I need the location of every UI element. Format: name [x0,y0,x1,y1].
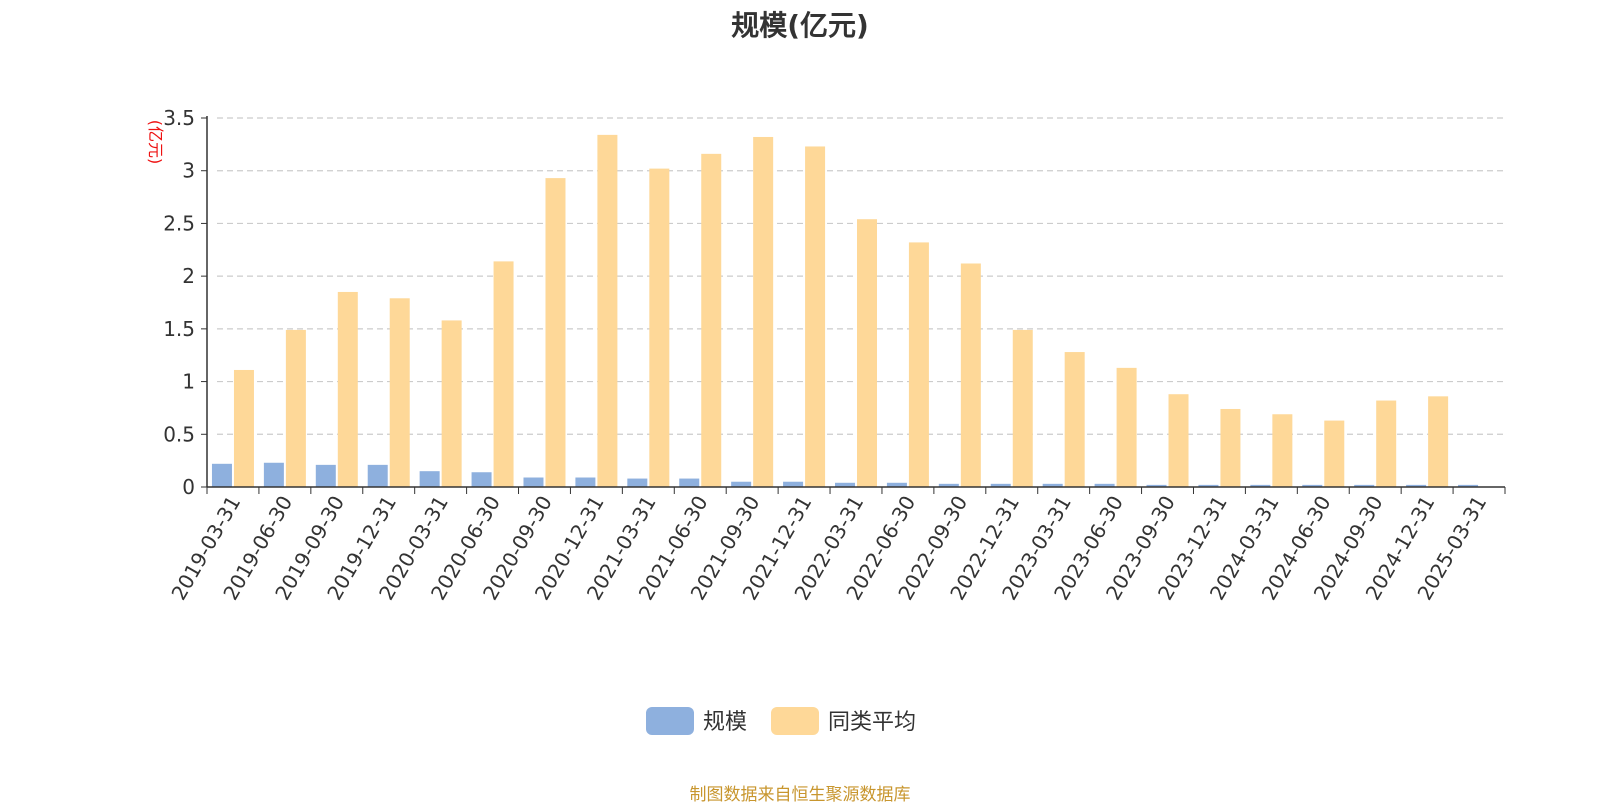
bar-scale [471,472,492,487]
y-tick-label: 2.5 [163,211,195,235]
legend-label: 同类平均 [828,710,916,735]
bar-scale [731,481,752,487]
bar-scale [1406,484,1427,487]
bar-peer-average [597,134,618,487]
bar-scale [835,482,855,487]
bar-peer-average [233,369,254,487]
bar-peer-average [285,329,306,487]
bar-scale [1146,484,1167,487]
bar-scale [523,477,544,487]
bar-peer-average [1376,400,1397,487]
y-tick-label: 1.5 [163,317,195,341]
bar-scale [1354,484,1375,487]
bar-peer-average [545,178,566,487]
bar-peer-average [960,263,981,487]
bar-scale [783,481,804,487]
source-note: 制图数据来自恒生聚源数据库 [689,785,911,805]
bar-peer-average [1220,408,1241,487]
bar-scale [1250,484,1271,487]
legend-label: 规模 [703,710,747,735]
bar-scale [211,463,232,487]
bar-scale [1458,484,1479,487]
bar-peer-average [441,320,462,487]
y-tick-label: 1 [182,370,195,394]
bar-peer-average [701,153,722,488]
bars [211,134,1479,488]
legend: 规模 同类平均 [646,707,916,735]
bar-scale [1042,483,1063,487]
bar-scale [419,471,440,487]
bar-peer-average [908,242,929,487]
bar-scale [938,483,959,487]
legend-swatch [771,707,819,735]
bar-scale [679,478,700,487]
bar-scale [315,464,336,487]
bar-peer-average [1116,367,1137,487]
bar-scale [575,477,596,487]
bar-scale [263,462,284,487]
bar-peer-average [753,136,774,487]
y-tick-label: 0.5 [163,422,195,446]
bar-peer-average [1428,396,1449,487]
bar-scale [1302,484,1323,487]
chart-title: 规模(亿元) [731,9,869,42]
bar-scale [1198,484,1219,487]
bar-scale [990,483,1011,487]
bar-peer-average [389,298,410,487]
bar-peer-average [1272,414,1293,487]
bar-scale [886,482,907,487]
bar-scale [1094,483,1115,487]
y-axis-unit-label: (亿元) [146,120,165,165]
legend-swatch [646,707,694,735]
bar-peer-average [805,146,826,488]
bar-scale [627,478,648,487]
legend-item: 同类平均 [771,707,916,735]
bar-peer-average [337,291,358,487]
y-tick-label: 3 [182,159,195,183]
bar-scale [367,464,388,487]
bar-peer-average [1064,352,1085,487]
bar-peer-average [649,168,670,487]
y-tick-label: 2 [182,264,195,288]
legend-item: 规模 [646,707,747,735]
y-tick-label: 0 [182,475,195,499]
y-tick-label: 3.5 [163,106,195,130]
bar-peer-average [493,261,514,487]
bar-peer-average [1012,329,1033,487]
bar-peer-average [1324,420,1345,487]
bar-peer-average [1168,394,1189,487]
bar-peer-average [857,219,877,487]
